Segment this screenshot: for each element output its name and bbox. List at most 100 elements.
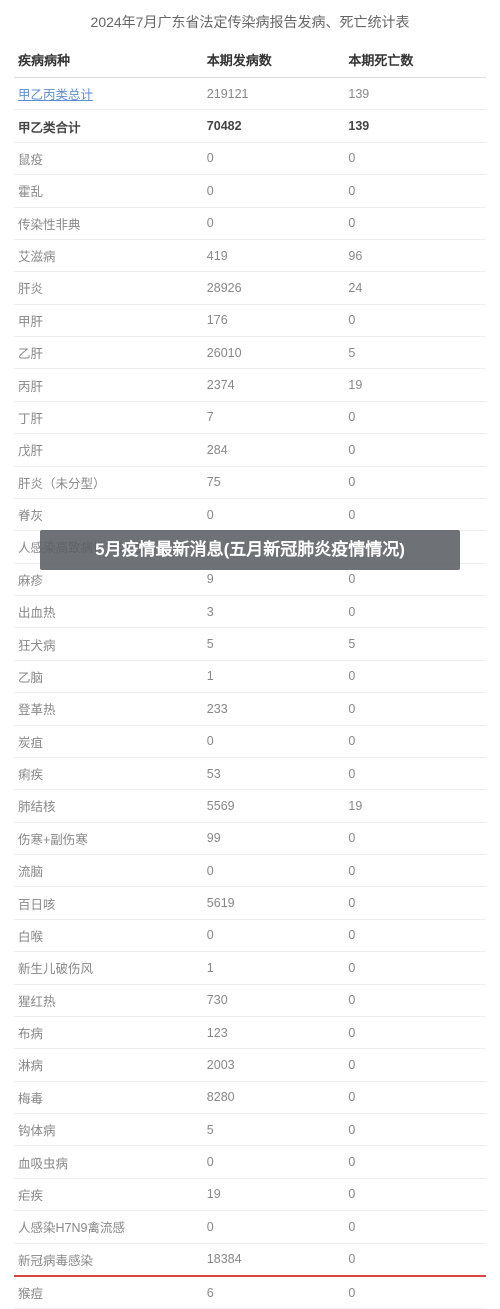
cell-deaths: 5 [344, 337, 486, 369]
cell-deaths: 96 [344, 239, 486, 271]
cell-deaths: 0 [344, 1276, 486, 1309]
cell-deaths: 19 [344, 369, 486, 401]
total-row-link[interactable]: 甲乙丙类总计 219121 139 [14, 78, 486, 110]
table-row: 传染性非典00 [14, 207, 486, 239]
cell-cases: 26010 [203, 337, 345, 369]
cell-name: 百日咳 [14, 887, 203, 919]
cell-cases: 0 [203, 175, 345, 207]
cell-cases: 176 [203, 304, 345, 336]
table-row: 血吸虫病00 [14, 1146, 486, 1178]
cell-cases: 5 [203, 628, 345, 660]
cell-cases: 0 [203, 855, 345, 887]
table-row: 鼠疫00 [14, 142, 486, 174]
cell-name: 乙肝 [14, 337, 203, 369]
cell-name: 甲乙类合计 [14, 110, 203, 142]
disease-table: 疾病病种 本期发病数 本期死亡数 甲乙丙类总计 219121 139 甲乙类合计… [14, 42, 486, 1309]
cell-name: 血吸虫病 [14, 1146, 203, 1178]
table-row: 人感染H7N9禽流感00 [14, 1211, 486, 1243]
cell-cases: 0 [203, 142, 345, 174]
cell-deaths: 5 [344, 628, 486, 660]
table-row: 出血热30 [14, 596, 486, 628]
cell-name: 艾滋病 [14, 239, 203, 271]
table-container: 2024年7月广东省法定传染病报告发病、死亡统计表 疾病病种 本期发病数 本期死… [0, 0, 500, 1309]
cell-name: 伤寒+副伤寒 [14, 822, 203, 854]
table-row: 猩红热7300 [14, 984, 486, 1016]
cell-deaths: 0 [344, 757, 486, 789]
cell-deaths: 0 [344, 1114, 486, 1146]
cell-name: 狂犬病 [14, 628, 203, 660]
cell-name: 白喉 [14, 919, 203, 951]
cell-cases: 2003 [203, 1049, 345, 1081]
cell-name: 猴痘 [14, 1276, 203, 1309]
cell-cases: 730 [203, 984, 345, 1016]
cell-cases: 419 [203, 239, 345, 271]
cell-deaths: 139 [344, 110, 486, 142]
cell-cases: 0 [203, 207, 345, 239]
table-row: 乙肝260105 [14, 337, 486, 369]
cell-cases: 0 [203, 498, 345, 530]
table-row: 百日咳56190 [14, 887, 486, 919]
cell-deaths: 24 [344, 272, 486, 304]
cell-deaths: 0 [344, 142, 486, 174]
cell-name: 出血热 [14, 596, 203, 628]
cell-name: 鼠疫 [14, 142, 203, 174]
cell-deaths: 0 [344, 304, 486, 336]
cell-deaths: 0 [344, 1243, 486, 1276]
cell-cases: 5 [203, 1114, 345, 1146]
table-row: 淋病20030 [14, 1049, 486, 1081]
cell-deaths: 0 [344, 822, 486, 854]
table-row: 伤寒+副伤寒990 [14, 822, 486, 854]
cell-cases: 99 [203, 822, 345, 854]
table-row: 白喉00 [14, 919, 486, 951]
cell-name: 梅毒 [14, 1081, 203, 1113]
table-row: 钩体病50 [14, 1114, 486, 1146]
col-deaths: 本期死亡数 [344, 42, 486, 78]
cell-cases: 53 [203, 757, 345, 789]
cell-cases: 28926 [203, 272, 345, 304]
table-row: 梅毒82800 [14, 1081, 486, 1113]
table-row: 流脑00 [14, 855, 486, 887]
cell-cases: 0 [203, 1211, 345, 1243]
table-row: 肝炎（未分型）750 [14, 466, 486, 498]
cell-deaths: 0 [344, 498, 486, 530]
table-row: 霍乱00 [14, 175, 486, 207]
cell-cases: 0 [203, 1146, 345, 1178]
cell-cases: 1 [203, 952, 345, 984]
cell-cases: 6 [203, 1276, 345, 1309]
cell-cases: 2374 [203, 369, 345, 401]
cell-name: 甲乙丙类总计 [14, 78, 203, 110]
header-row: 疾病病种 本期发病数 本期死亡数 [14, 42, 486, 78]
table-row: 甲肝1760 [14, 304, 486, 336]
cell-name: 钩体病 [14, 1114, 203, 1146]
table-row: 戊肝2840 [14, 434, 486, 466]
cell-cases: 7 [203, 401, 345, 433]
cell-cases: 5619 [203, 887, 345, 919]
cell-cases: 284 [203, 434, 345, 466]
col-disease: 疾病病种 [14, 42, 203, 78]
cell-deaths: 0 [344, 984, 486, 1016]
cell-cases: 3 [203, 596, 345, 628]
highlight-row-covid: 新冠病毒感染183840 [14, 1243, 486, 1276]
cell-deaths: 0 [344, 175, 486, 207]
table-row: 肝炎2892624 [14, 272, 486, 304]
cell-cases: 75 [203, 466, 345, 498]
cell-name: 新生儿破伤风 [14, 952, 203, 984]
cell-name: 登革热 [14, 693, 203, 725]
cell-cases: 5569 [203, 790, 345, 822]
cell-name: 猩红热 [14, 984, 203, 1016]
cell-name: 痢疾 [14, 757, 203, 789]
cell-name: 疟疾 [14, 1178, 203, 1210]
table-row: 脊灰00 [14, 498, 486, 530]
cell-cases: 123 [203, 1016, 345, 1048]
cell-deaths: 0 [344, 1146, 486, 1178]
overlay-caption: 5月疫情最新消息(五月新冠肺炎疫情情况) [40, 530, 460, 570]
table-row: 艾滋病41996 [14, 239, 486, 271]
cell-name: 丁肝 [14, 401, 203, 433]
cell-name: 新冠病毒感染 [14, 1243, 203, 1276]
table-row: 肺结核556919 [14, 790, 486, 822]
cell-cases: 219121 [203, 78, 345, 110]
cell-deaths: 0 [344, 1211, 486, 1243]
table-row: 丙肝237419 [14, 369, 486, 401]
cell-deaths: 0 [344, 919, 486, 951]
cell-deaths: 0 [344, 466, 486, 498]
